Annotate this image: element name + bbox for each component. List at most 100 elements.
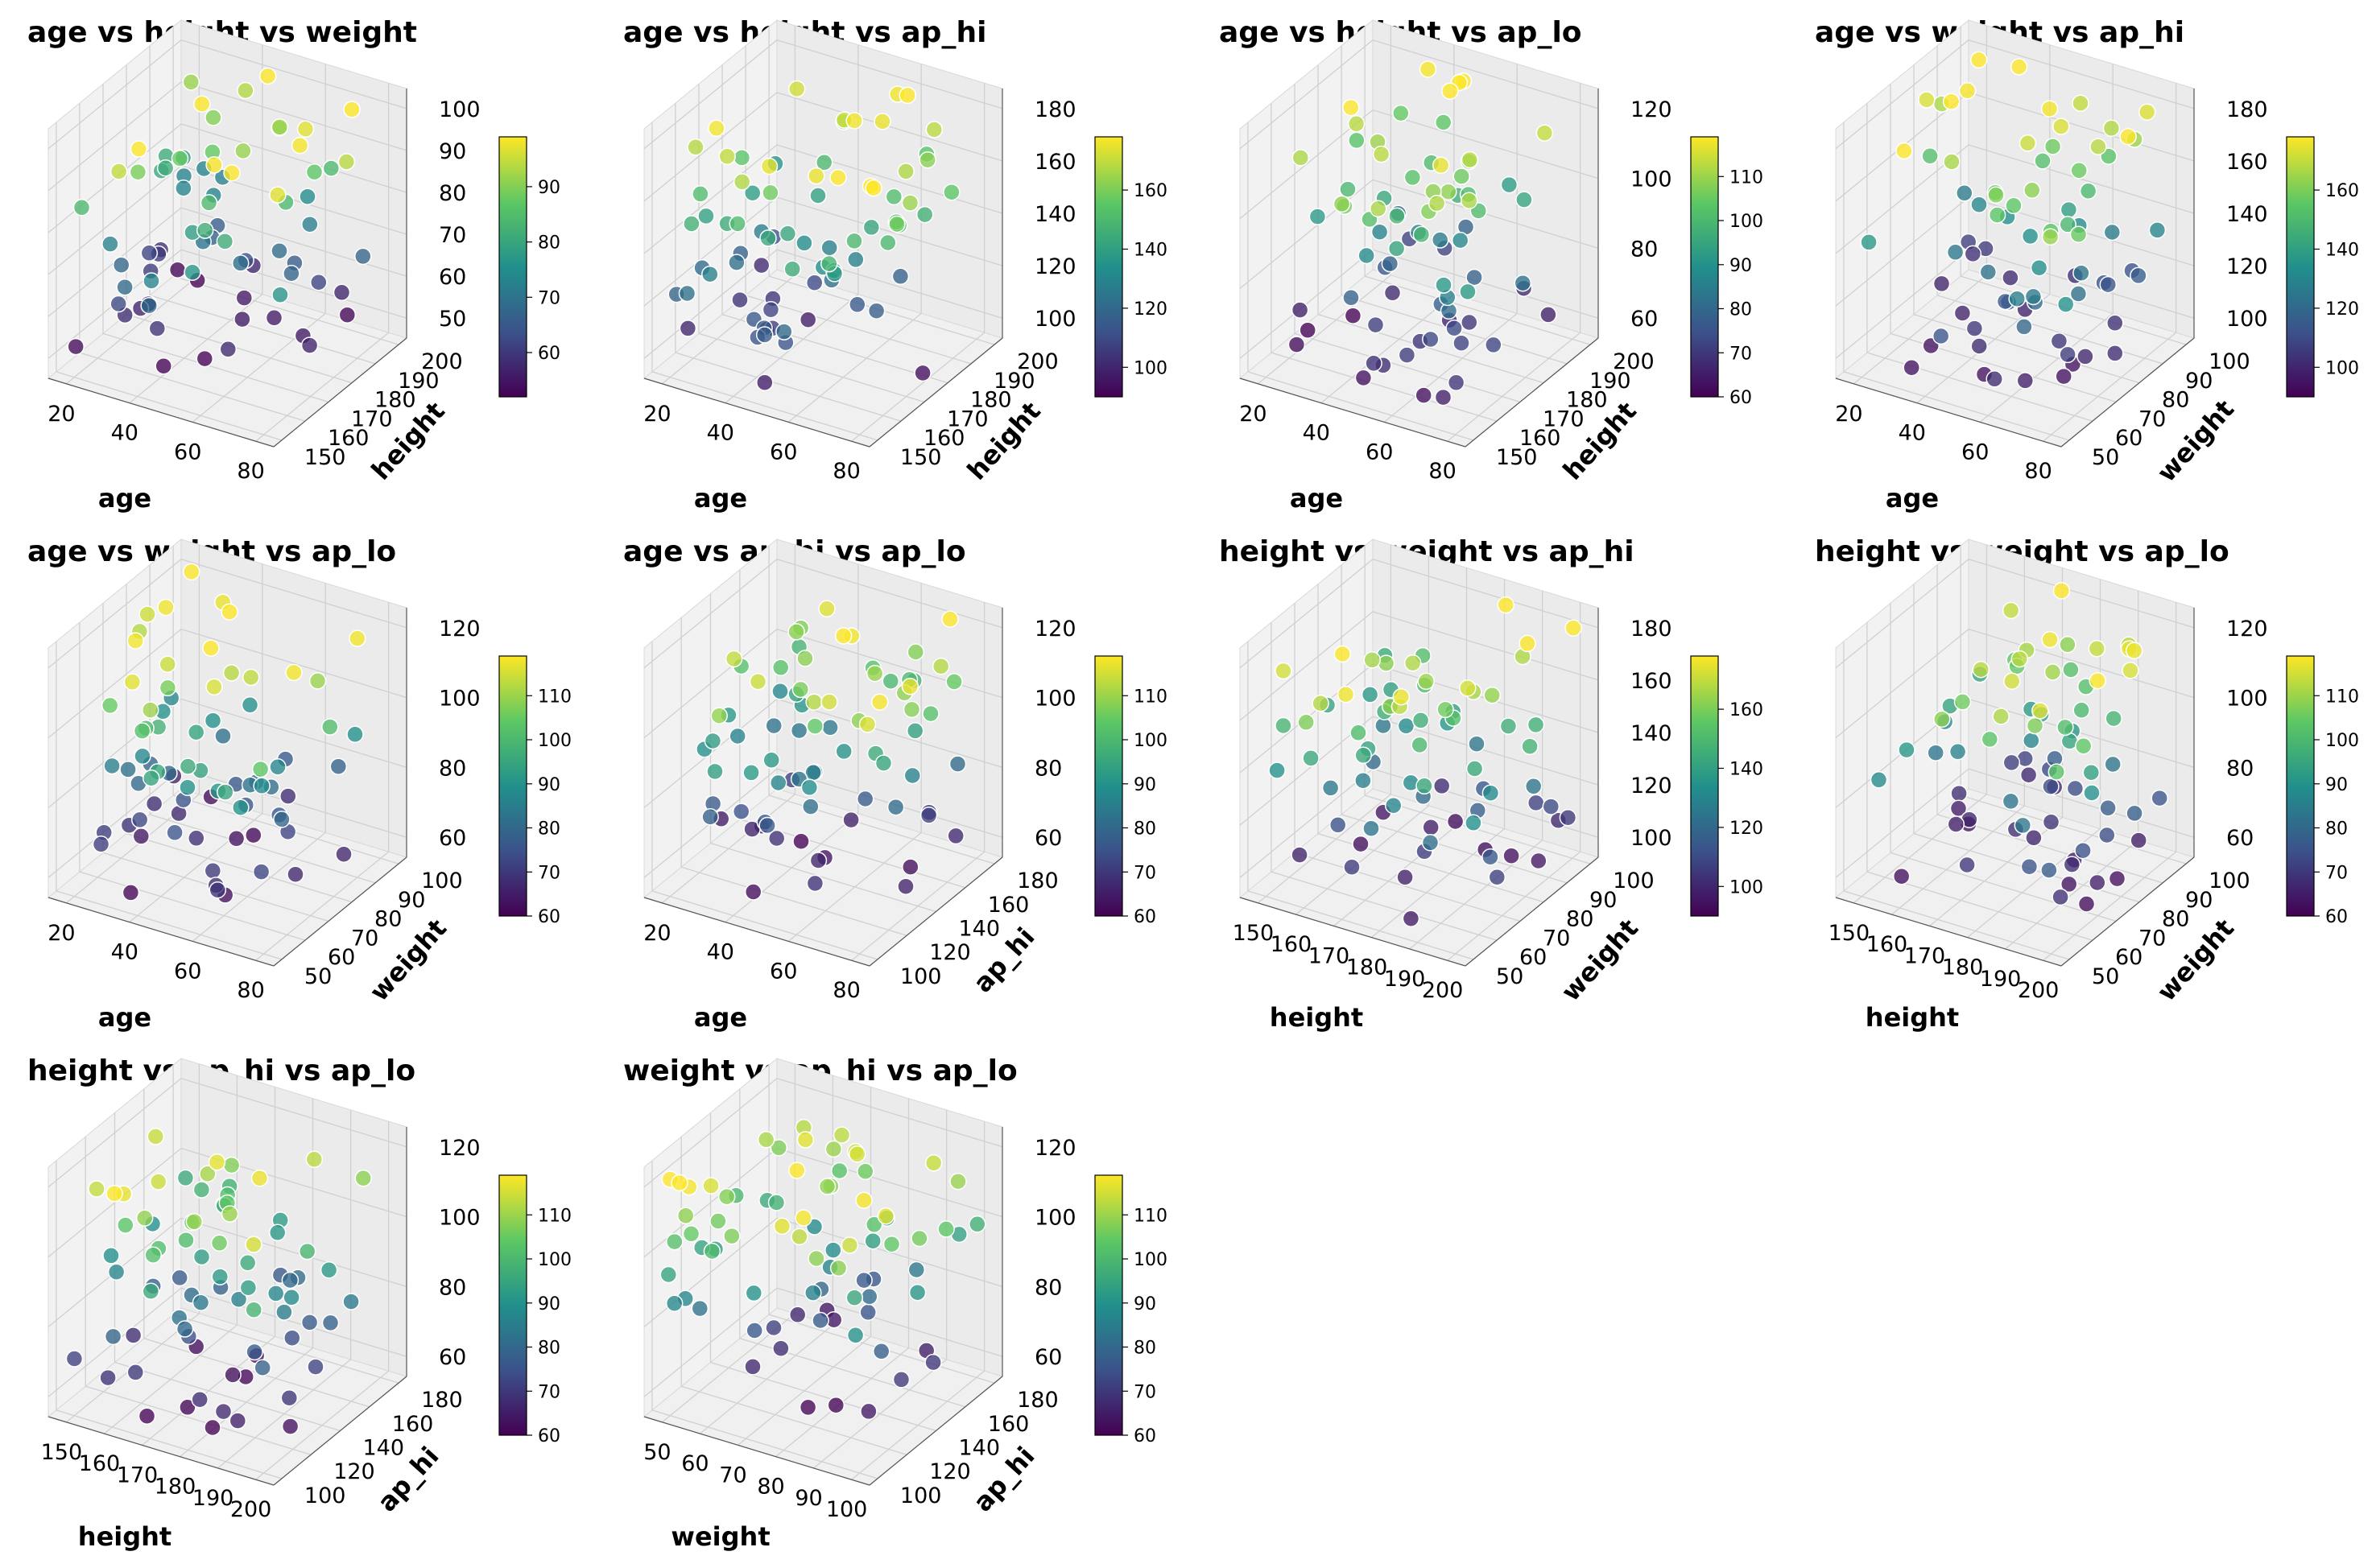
data-point (343, 101, 361, 118)
data-point (1970, 337, 1988, 355)
data-point (1932, 327, 1950, 345)
y-tick-label: 100 (900, 1483, 942, 1508)
colorbar-tick-label: 60 (1134, 1426, 1156, 1446)
data-point (1342, 289, 1360, 307)
data-point (1365, 354, 1382, 373)
data-point (1415, 777, 1433, 795)
data-point (245, 1236, 262, 1253)
data-point (762, 300, 780, 319)
data-point (691, 1299, 709, 1318)
chart-panel-3: age vs height vs ap_lo204060801501601701… (1219, 16, 1763, 514)
data-point (2088, 640, 2106, 658)
data-point (185, 1213, 204, 1231)
z-tick-label: 120 (2226, 617, 2268, 642)
data-point (1942, 93, 1961, 110)
colorbar-tick-label: 110 (1729, 167, 1763, 188)
data-point (1428, 194, 1446, 213)
data-point (222, 1156, 241, 1174)
data-point (204, 1418, 221, 1437)
data-point (744, 1358, 762, 1376)
colorbar-tick-label: 90 (2325, 775, 2348, 795)
data-point (799, 311, 817, 328)
data-point (770, 1139, 788, 1157)
data-point (2026, 716, 2044, 735)
y-tick-label: 80 (2162, 907, 2189, 932)
data-point (687, 138, 705, 156)
data-point (1417, 672, 1435, 691)
data-point (229, 1412, 247, 1430)
data-point (866, 664, 884, 683)
x-tick-label: 180 (1346, 955, 1388, 980)
y-tick-label: 50 (304, 964, 332, 989)
z-tick-label: 90 (439, 139, 466, 164)
data-point (2059, 216, 2076, 233)
z-tick-label: 50 (439, 307, 466, 332)
data-point (914, 364, 932, 382)
colorbar (1690, 655, 1719, 917)
data-point (779, 225, 797, 243)
data-point (919, 807, 938, 824)
data-point (1527, 716, 1545, 734)
data-point (250, 1170, 269, 1187)
data-point (267, 1285, 285, 1302)
data-point (818, 1178, 837, 1195)
data-point (969, 1215, 986, 1233)
y-tick-label: 170 (351, 406, 393, 431)
z-tick-label: 80 (2226, 756, 2254, 781)
z-tick-label: 80 (1035, 756, 1062, 781)
data-point (245, 1301, 262, 1318)
x-tick-label: 80 (833, 978, 860, 1003)
data-point (1343, 858, 1361, 876)
data-point (2021, 227, 2039, 246)
colorbar-tick-label: 60 (2325, 907, 2348, 927)
x-axis-label: height (1270, 1002, 1363, 1033)
data-point (269, 758, 287, 776)
data-point (833, 1126, 851, 1144)
z-tick-label: 100 (439, 97, 481, 122)
data-point (2041, 630, 2059, 649)
data-point (333, 283, 351, 302)
x-tick-label: 190 (1384, 967, 1426, 992)
colorbar-tick-label: 100 (2325, 731, 2359, 751)
colorbar-tick-label: 160 (1729, 700, 1763, 720)
data-point (787, 623, 805, 641)
data-point (354, 247, 372, 266)
data-point (708, 119, 725, 138)
data-point (192, 1248, 211, 1266)
data-point (848, 1145, 866, 1163)
data-point (1403, 168, 1422, 187)
data-point (2002, 601, 2020, 620)
data-point (924, 1154, 943, 1172)
y-tick-label: 80 (1566, 907, 1593, 932)
data-point (902, 858, 919, 876)
data-point (1287, 336, 1306, 353)
data-point (2023, 732, 2040, 749)
colorbar-tick-label: 160 (2325, 181, 2359, 201)
colorbar (1690, 136, 1719, 398)
data-point (65, 1350, 84, 1368)
data-point (911, 1229, 928, 1248)
data-point (1354, 771, 1372, 790)
data-point (941, 610, 959, 628)
data-point (945, 673, 963, 691)
x-axis-label: age (98, 1002, 151, 1033)
data-point (175, 179, 192, 197)
data-point (102, 1247, 120, 1265)
data-point (2002, 753, 2021, 772)
data-point (191, 1390, 209, 1409)
data-point (2019, 134, 2037, 152)
data-point (682, 1225, 700, 1243)
colorbar-tick-label: 100 (538, 1250, 572, 1270)
data-point (88, 1180, 105, 1198)
colorbar-tick-label: 140 (1729, 759, 1763, 779)
data-point (1515, 191, 1533, 208)
data-point (2099, 275, 2118, 294)
x-tick-label: 150 (1828, 921, 1870, 946)
colorbar-tick-label: 70 (538, 1382, 560, 1402)
data-point (1392, 687, 1411, 706)
data-point (2042, 778, 2060, 795)
data-point (1519, 634, 1536, 653)
z-tick-label: 100 (439, 687, 481, 712)
colorbar (498, 1174, 527, 1436)
data-point (320, 1261, 338, 1279)
